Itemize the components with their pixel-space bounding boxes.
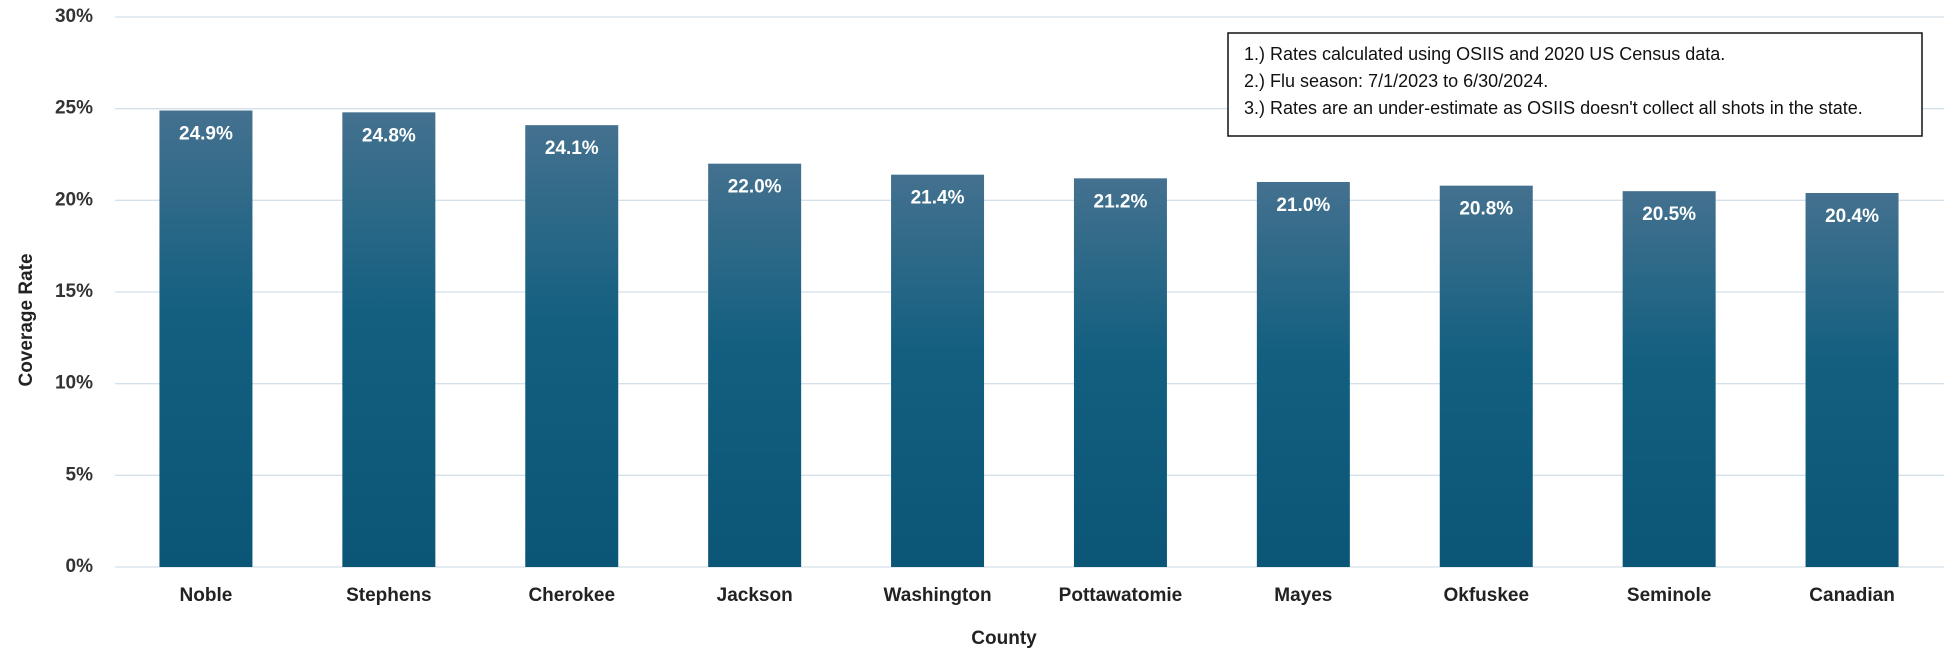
y-tick-label: 15% bbox=[55, 281, 93, 302]
x-tick-label: Mayes bbox=[1274, 585, 1332, 606]
value-label: 21.0% bbox=[1276, 195, 1330, 216]
value-label: 21.2% bbox=[1094, 191, 1148, 212]
y-tick-label: 5% bbox=[66, 464, 94, 485]
note-line: 2.) Flu season: 7/1/2023 to 6/30/2024. bbox=[1244, 71, 1548, 91]
bar bbox=[342, 112, 436, 567]
y-tick-label: 25% bbox=[55, 98, 93, 119]
note-box bbox=[1227, 32, 1923, 137]
note-line: 3.) Rates are an under-estimate as OSIIS… bbox=[1244, 98, 1863, 118]
value-label: 22.0% bbox=[728, 177, 782, 198]
bar bbox=[1256, 182, 1350, 567]
x-tick-label: Cherokee bbox=[528, 585, 615, 606]
note-line: 1.) Rates calculated using OSIIS and 202… bbox=[1244, 44, 1725, 64]
x-axis-title: County bbox=[971, 628, 1037, 649]
x-tick-label: Jackson bbox=[717, 585, 793, 606]
bar bbox=[1073, 178, 1167, 568]
value-label: 24.8% bbox=[362, 125, 416, 146]
bar bbox=[1805, 193, 1899, 567]
bar bbox=[1622, 191, 1716, 567]
x-tick-label: Stephens bbox=[346, 585, 432, 606]
y-tick-label: 30% bbox=[55, 6, 93, 27]
x-tick-label: Okfuskee bbox=[1443, 585, 1529, 606]
bar bbox=[891, 174, 985, 567]
y-tick-label: 10% bbox=[55, 373, 93, 394]
y-axis-title: Coverage Rate bbox=[16, 253, 37, 386]
bar bbox=[708, 163, 802, 567]
value-label: 24.9% bbox=[179, 124, 233, 145]
value-label: 20.4% bbox=[1825, 206, 1879, 227]
x-tick-label: Seminole bbox=[1627, 585, 1711, 606]
x-tick-label: Noble bbox=[180, 585, 233, 606]
x-tick-label: Canadian bbox=[1809, 585, 1895, 606]
value-label: 20.5% bbox=[1642, 204, 1696, 225]
y-tick-label: 0% bbox=[66, 556, 94, 577]
x-tick-label: Washington bbox=[884, 585, 992, 606]
bar bbox=[159, 110, 253, 567]
value-label: 24.1% bbox=[545, 138, 599, 159]
y-tick-label: 20% bbox=[55, 189, 93, 210]
value-label: 21.4% bbox=[911, 188, 965, 209]
bars bbox=[159, 110, 1899, 568]
x-tick-label: Pottawatomie bbox=[1059, 585, 1183, 606]
value-label: 20.8% bbox=[1459, 199, 1513, 220]
bar bbox=[525, 125, 619, 568]
bar bbox=[1439, 185, 1533, 567]
